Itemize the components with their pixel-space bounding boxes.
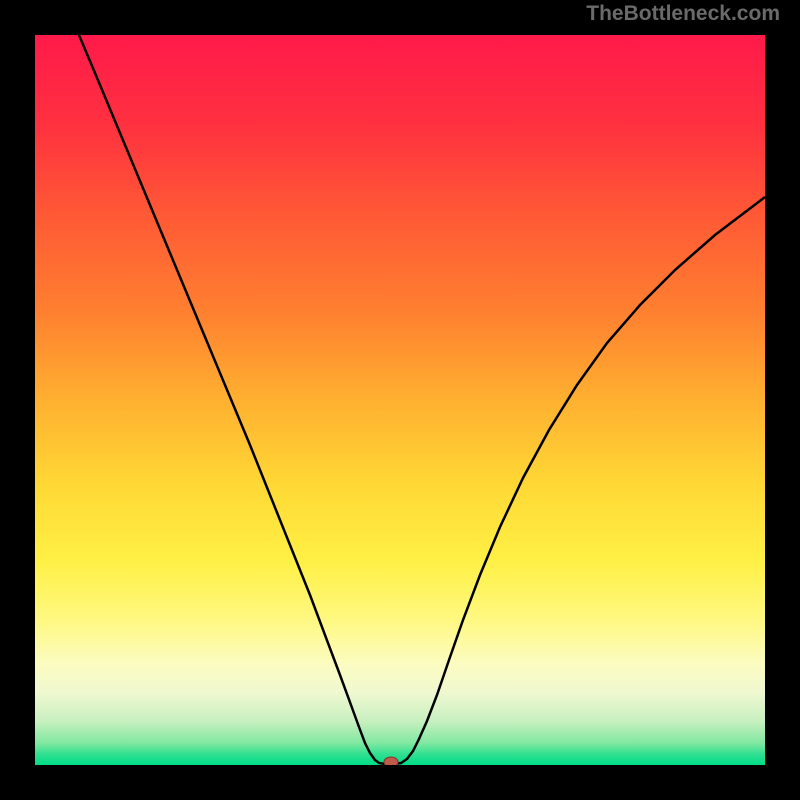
plot-background xyxy=(35,35,765,765)
chart-container: TheBottleneck.com xyxy=(0,0,800,800)
bottleneck-chart xyxy=(0,0,800,800)
optimal-point-marker xyxy=(384,757,398,767)
watermark-text: TheBottleneck.com xyxy=(586,2,780,26)
